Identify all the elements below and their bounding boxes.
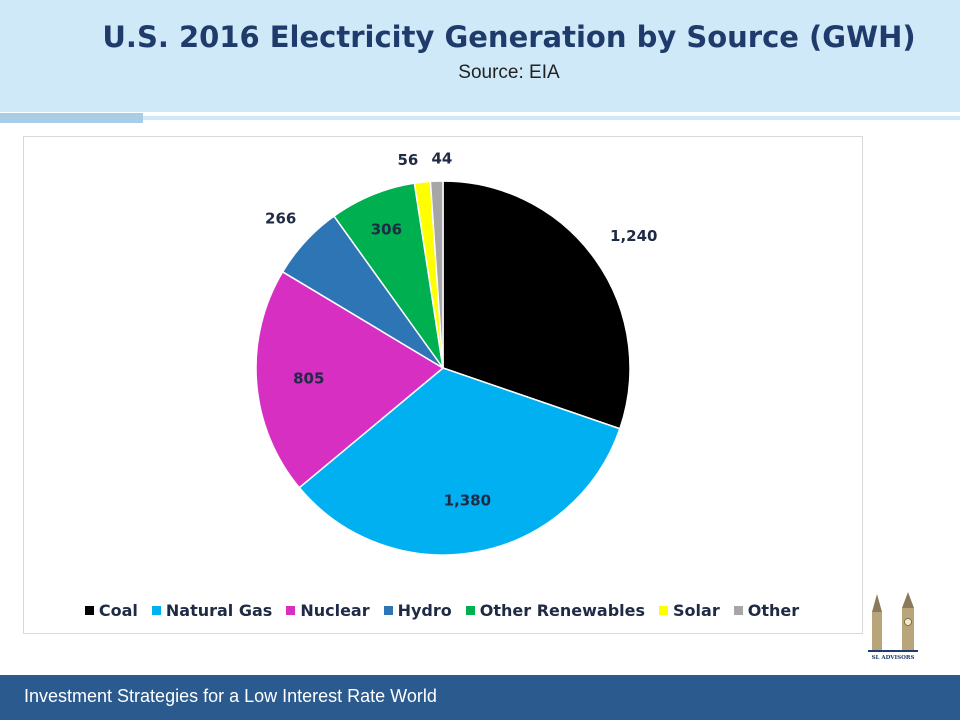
legend-item-other-renewables: Other Renewables xyxy=(465,600,646,620)
slide-subtitle: Source: EIA xyxy=(458,62,560,83)
data-label-coal: 1,240 xyxy=(610,227,657,245)
data-label-nuclear: 805 xyxy=(293,369,324,387)
slide-title: U.S. 2016 Electricity Generation by Sour… xyxy=(102,20,916,54)
legend-swatch-other-renewables xyxy=(465,605,475,615)
legend-item-solar: Solar xyxy=(659,601,720,620)
legend-swatch-solar xyxy=(659,605,669,615)
footer-text: Investment Strategies for a Low Interest… xyxy=(24,686,437,706)
legend-item-nuclear: Nuclear xyxy=(286,600,370,620)
legend-label-coal: Coal xyxy=(98,600,138,620)
data-label-other-renewables: 306 xyxy=(371,221,402,239)
pie-slice-other xyxy=(429,180,444,369)
legend-swatch-other xyxy=(733,605,743,615)
pie-chart: 1,240 1,380 805 266 306 56 44 xyxy=(255,150,657,556)
logo-text: SL ADVISORS xyxy=(872,655,915,661)
legend-label-other-renewables: Other Renewables xyxy=(479,600,646,620)
data-label-natural-gas: 1,380 xyxy=(444,491,491,509)
header-band xyxy=(0,0,960,112)
footer-bar: Investment Strategies for a Low Interest… xyxy=(0,675,960,720)
data-label-solar: 56 xyxy=(397,151,418,169)
legend-label-other: Other xyxy=(747,600,800,620)
pie-slice-nuclear xyxy=(255,270,445,489)
legend-item-hydro: Hydro xyxy=(383,600,452,620)
sl-advisors-logo: SL ADVISORS xyxy=(868,592,918,661)
legend-label-natural-gas: Natural Gas xyxy=(165,600,273,620)
legend-swatch-coal xyxy=(84,605,94,615)
chart-legend: Coal Natural Gas Nuclear Hydro Other Renewab… xyxy=(23,598,861,622)
legend-label-nuclear: Nuclear xyxy=(300,600,370,620)
header-accent-bar xyxy=(0,113,143,123)
pie-slice-natural-gas xyxy=(298,367,621,556)
legend-label-hydro: Hydro xyxy=(397,600,452,620)
pie-slice-coal xyxy=(442,180,631,430)
legend-swatch-hydro xyxy=(383,605,393,615)
legend-item-natural-gas: Natural Gas xyxy=(151,600,273,620)
legend-swatch-natural-gas xyxy=(151,605,161,615)
legend-label-solar: Solar xyxy=(673,600,720,620)
data-label-hydro: 266 xyxy=(265,210,296,228)
chart-area: 1,240 1,380 805 266 306 56 44 xyxy=(23,136,863,634)
data-label-other: 44 xyxy=(431,150,452,168)
legend-swatch-nuclear xyxy=(286,605,296,615)
header-divider xyxy=(143,116,960,120)
legend-item-coal: Coal xyxy=(84,600,138,620)
legend-item-other: Other xyxy=(733,600,800,620)
